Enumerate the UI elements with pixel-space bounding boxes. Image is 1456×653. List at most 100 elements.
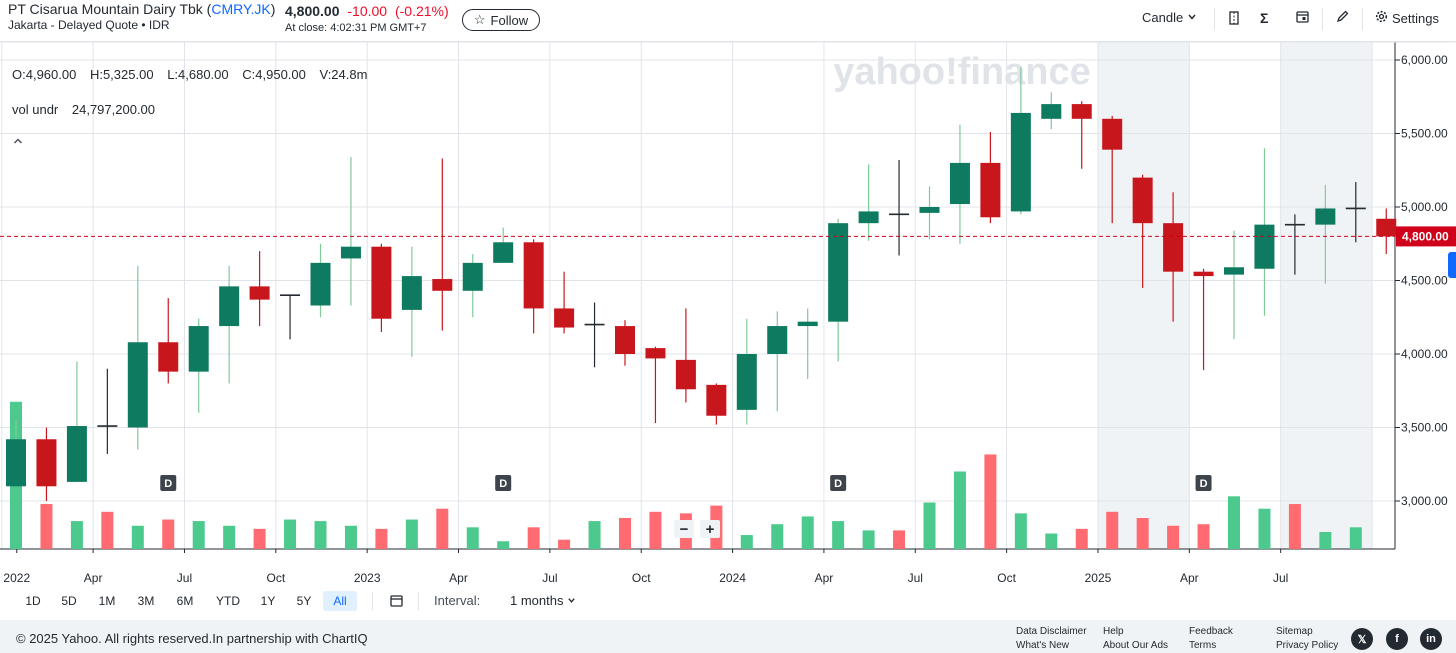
candle-body [828,223,849,322]
exchange-info: Jakarta - Delayed Quote • IDR [8,18,170,32]
about-our-ads-link[interactable]: About Our Ads [1103,640,1169,651]
indicators-button[interactable]: Σ [1260,10,1268,26]
volume-bar [253,528,266,549]
interval-dropdown[interactable]: 1 months [510,593,576,608]
star-icon: ☆ [473,12,486,27]
follow-button[interactable]: ☆ Follow [462,9,540,31]
volume-bar [923,502,936,549]
date-picker-icon[interactable] [390,594,403,612]
pencil-icon [1336,10,1349,26]
range-divider [418,592,419,610]
terms-link[interactable]: Terms [1189,640,1217,651]
range-1d-button[interactable]: 1D [25,594,41,608]
range-selector: 1D 5D 1M 3M 6M YTD 1Y 5Y All Interval: 1… [0,588,1456,612]
volume-bar [40,504,53,549]
candle-body [36,439,57,487]
range-divider [372,592,373,610]
volume-bar [1319,531,1332,549]
comparison-button[interactable] [1228,10,1240,29]
sitemap-link[interactable]: Sitemap [1276,626,1313,637]
volume-bar [405,519,418,549]
company-name: PT Cisarua Mountain Dairy Tbk [8,1,203,17]
chevron-down-icon [1187,10,1197,25]
dividend-marker-label: D [164,478,172,490]
volume-study-label: vol undr [12,102,59,117]
facebook-icon[interactable]: f [1386,628,1408,650]
privacy-policy-link[interactable]: Privacy Policy [1276,640,1339,651]
candle-body [310,262,331,306]
candle-body [1254,224,1275,269]
linkedin-icon[interactable]: in [1420,628,1442,650]
range-3m-button[interactable]: 3M [137,594,155,608]
collapse-chevron-icon[interactable] [13,134,23,148]
range-all-button[interactable]: All [323,591,357,611]
volume-bar [436,508,449,549]
candle-body [219,286,240,327]
volume-bar [771,524,784,549]
zoom-out-button[interactable]: − [674,520,694,538]
volume-bar [619,518,631,549]
x-tick-label: Oct [632,571,651,585]
range-1m-button[interactable]: 1M [98,594,116,608]
volume-bar [862,530,875,549]
dividend-marker [160,475,177,491]
candle-body [462,262,483,291]
x-tick-label: Apr [84,571,103,585]
volume-bar [1136,518,1149,549]
y-tick-label: 4,000.00 [1401,347,1448,361]
price-chart[interactable]: 6,000.00 5,500.00 5,000.00 4,500.00 4,000.00… [0,41,1456,590]
x-tick-label: Jul [1273,571,1288,585]
range-1y-button[interactable]: 1Y [260,594,276,608]
volume-bar [192,521,205,549]
dividend-marker-label: D [1200,478,1208,490]
range-5d-button[interactable]: 5D [61,594,77,608]
events-button[interactable] [1296,10,1309,26]
volume-bar [497,541,510,549]
volume-bar [1045,533,1058,549]
candlestick-chart[interactable]: 6,000.00 5,500.00 5,000.00 4,500.00 4,000.00… [0,41,1456,590]
settings-button[interactable]: Settings [1375,10,1439,26]
y-tick-label: 6,000.00 [1401,53,1448,67]
candle-body [188,326,209,372]
ticker-symbol[interactable]: CMRY.JK [211,1,271,17]
candle-body [706,384,727,416]
data-disclaimer-link[interactable]: Data Disclaimer [1016,626,1087,637]
price-change-pct: (-0.21%) [394,3,449,19]
volume-bar [1349,527,1362,549]
candle-body [1193,271,1214,277]
candle-body [797,321,818,327]
volume-bar [588,521,601,549]
volume-bar [466,527,479,549]
volume-bar [223,525,236,549]
compare-icon [1228,10,1240,29]
open-value: O:4,960.00 [12,67,77,82]
candle-body [1132,177,1153,224]
help-link[interactable]: Help [1103,626,1124,637]
range-5y-button[interactable]: 5Y [296,594,312,608]
quote-header: PT Cisarua Mountain Dairy Tbk (CMRY.JK) … [0,0,1456,42]
x-tick-label: 2023 [354,571,381,585]
page-footer: © 2025 Yahoo. All rights reserved.In par… [0,620,1456,653]
volume-bar [314,521,327,549]
x-icon[interactable]: 𝕏 [1351,628,1373,650]
y-tick-label: 4,500.00 [1401,274,1448,288]
candle-body [675,359,696,390]
range-6m-button[interactable]: 6M [176,594,194,608]
candle-body [736,354,757,410]
yahoo-finance-watermark: yahoo!finance [833,51,1091,93]
draw-button[interactable] [1336,10,1349,26]
side-panel-toggle[interactable] [1448,252,1456,278]
chart-type-dropdown[interactable]: Candle [1142,10,1197,25]
candle-body [127,342,148,428]
candle-body [980,162,1001,218]
toolbar-divider [1214,8,1215,30]
x-tick-label: Oct [266,571,285,585]
feedback-link[interactable]: Feedback [1189,626,1233,637]
range-ytd-button[interactable]: YTD [216,594,240,608]
volume-bar [131,525,144,549]
chevron-down-icon [567,593,576,608]
x-tick-label: 2024 [719,571,746,585]
zoom-in-button[interactable]: + [700,520,720,538]
zoom-in-button-label: + [706,521,715,538]
whats-new-link[interactable]: What's New [1016,640,1070,651]
